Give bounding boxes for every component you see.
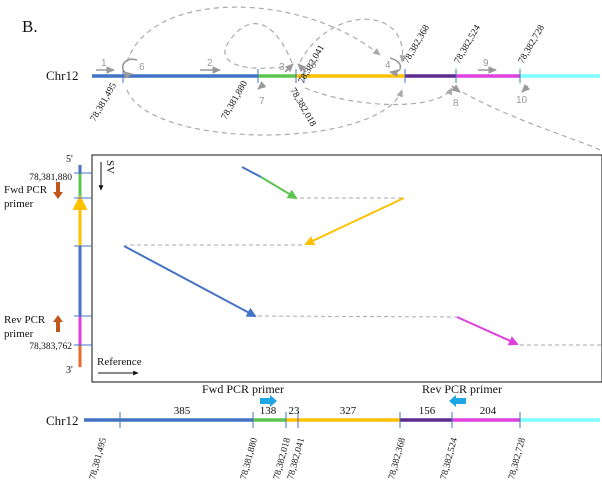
top-bp-6: 78,382,524 <box>453 23 483 65</box>
top-chrom-label: Chr12 <box>46 68 79 83</box>
dotplot-frame <box>91 154 602 383</box>
seg-len-3: 23 <box>289 405 301 417</box>
step-num-3: 3 <box>279 62 285 73</box>
three-prime-label: 3' <box>66 365 73 376</box>
bottom-bp-7: 78,382,728 <box>507 437 528 481</box>
bottom-breakpoint-ticks <box>119 412 521 428</box>
rev-primer-label-line2: primer <box>4 328 34 340</box>
bottom-bp-1: 78,381,495 <box>88 437 109 481</box>
step-num-6: 6 <box>139 62 145 73</box>
top-bp-1: 78,381,495 <box>89 81 119 123</box>
bottom-bp-2: 78,381,880 <box>239 437 260 481</box>
top-bp-3: 78,382,018 <box>287 87 317 129</box>
seg-len-5: 156 <box>419 405 436 417</box>
bottom-bp-5: 78,382,368 <box>387 437 408 481</box>
dot-segment-magenta <box>456 316 519 346</box>
seg-len-6: 204 <box>480 405 497 417</box>
bottom-bp-6: 78,382,524 <box>439 437 460 481</box>
dotplot-bottom-coord: 78,383,762 <box>29 342 72 352</box>
sv-axis-label: SV <box>104 160 116 174</box>
fwd-primer-label-line2: primer <box>4 198 34 210</box>
step-num-1: 1 <box>101 58 107 69</box>
rev-primer-up-arrow-icon <box>53 315 63 332</box>
seg-len-4: 327 <box>340 405 357 417</box>
rev-primer-label-line1: Rev PCR <box>4 314 46 326</box>
top-path-arcs <box>126 6 601 151</box>
step-num-8: 8 <box>453 98 459 109</box>
top-bp-2: 78,381,880 <box>220 79 250 121</box>
top-track: Chr12 78,381,495 78,381,880 78,382,018 7… <box>46 6 601 151</box>
seg-len-1: 385 <box>174 405 191 417</box>
rev-primer-left-arrow-icon <box>449 395 466 407</box>
seg-len-2: 138 <box>260 405 277 417</box>
fwd-primer-label-line1: Fwd PCR <box>4 184 48 196</box>
dot-segment-blue-1 <box>241 166 262 178</box>
reference-axis-label: Reference <box>97 356 142 368</box>
bottom-track: Fwd PCR primer Rev PCR primer Chr12 385 … <box>46 382 600 481</box>
step-num-5: 5 <box>311 60 317 71</box>
fwd-primer-right-arrow-icon <box>260 395 277 407</box>
dot-connector-3 <box>257 315 458 318</box>
step-num-9: 9 <box>483 58 489 69</box>
top-bp-5: 78,382,368 <box>402 23 432 65</box>
sv-track-ticks <box>74 172 92 346</box>
dot-segment-yellow <box>304 197 405 246</box>
step-num-4: 4 <box>385 60 391 71</box>
dot-segment-blue-2 <box>123 245 257 317</box>
dot-segment-green <box>260 176 298 200</box>
panel-label: B. <box>22 17 38 36</box>
bottom-rev-primer-label: Rev PCR primer <box>422 382 502 396</box>
top-step-arrows <box>96 57 531 93</box>
dotplot-top-coord: 78,381,880 <box>29 173 72 183</box>
step-num-7: 7 <box>259 96 265 107</box>
bottom-fwd-primer-label: Fwd PCR primer <box>202 382 284 396</box>
step-num-2: 2 <box>207 58 213 69</box>
step-num-10: 10 <box>516 95 528 106</box>
top-bp-7: 78,382,728 <box>517 23 547 65</box>
dotplot: SV Reference 5' 3' 78,381,880 78,383,762… <box>4 154 602 383</box>
fwd-primer-down-arrow-icon <box>53 182 63 199</box>
bottom-chrom-label: Chr12 <box>46 413 79 428</box>
five-prime-label: 5' <box>66 154 73 165</box>
